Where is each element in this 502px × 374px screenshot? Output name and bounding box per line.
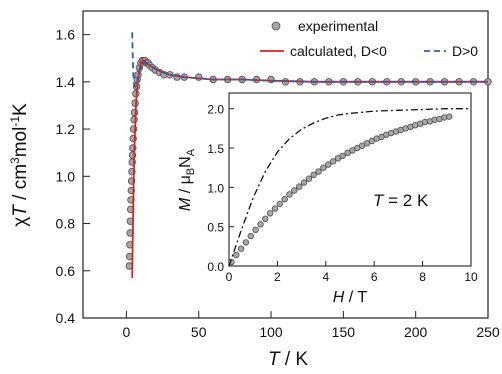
inset-x-tick-label: 6 <box>371 270 378 284</box>
inset-data-point <box>286 191 293 198</box>
main-y-axis-title: χT / cm3mol-1K <box>8 103 31 227</box>
inset-data-point <box>329 158 337 165</box>
legend-calculated-label: calculated, D<0 <box>290 43 387 59</box>
main-y-tick-label: 0.8 <box>56 216 76 232</box>
main-x-tick-label: 250 <box>476 324 500 340</box>
main-x-axis-title: T / K <box>268 349 308 370</box>
main-x-tick-label: 150 <box>332 324 356 340</box>
inset-data-point <box>237 245 245 252</box>
inset-x-axis-title: H / T <box>333 289 368 306</box>
inset-data-point <box>247 232 254 240</box>
inset-y-tick-label: 2.0 <box>207 103 224 117</box>
inset-x-tick-label: 10 <box>464 270 478 284</box>
inset-data-point <box>296 183 303 190</box>
legend-experimental-marker <box>271 21 281 31</box>
main-plot-frame <box>82 10 489 319</box>
main-series-line <box>131 32 488 89</box>
inset-x-tick-label: 8 <box>419 270 426 284</box>
inset-y-tick-label: 0.0 <box>207 260 224 274</box>
main-x-tick-label: 200 <box>404 324 428 340</box>
inset-data-point <box>233 251 240 259</box>
inset-data-point <box>310 171 317 178</box>
main-y-tick-label: 0.6 <box>56 263 76 279</box>
inset-data-point <box>281 195 288 203</box>
main-y-tick-label: 1.6 <box>56 27 76 43</box>
main-y-tick-label: 1.4 <box>56 74 76 90</box>
inset-data-point <box>339 152 346 160</box>
legend: experimental calculated, D<0 D>0 <box>260 18 478 59</box>
inset-y-tick-label: 0.5 <box>207 221 224 235</box>
main-data-point <box>267 75 275 84</box>
main-data-point <box>130 108 139 117</box>
inset-data-point <box>315 168 322 175</box>
legend-d-positive-label: D>0 <box>452 43 478 59</box>
main-data-point <box>131 99 139 107</box>
inset-data-point <box>325 161 332 168</box>
inset-y-tick-label: 1.5 <box>207 142 224 156</box>
inset-annotation: T = 2 K <box>373 191 429 210</box>
inset-y-axis-title: M / μBNA <box>177 148 197 211</box>
main-x-tick-label: 50 <box>191 324 207 340</box>
main-y-tick-label: 1.2 <box>56 121 76 137</box>
main-x-tick-label: 0 <box>122 324 130 340</box>
legend-experimental-label: experimental <box>298 18 378 34</box>
inset-x-tick-label: 0 <box>226 270 233 284</box>
inset-x-tick-label: 4 <box>322 270 329 284</box>
inset-data-point <box>320 164 327 171</box>
main-y-tick-label: 1.0 <box>56 168 76 184</box>
inset-data-point <box>271 205 279 212</box>
inset-data-point <box>262 215 269 222</box>
inset-data-point <box>257 221 264 228</box>
inset-chart: 0 2 4 6 8 10 0.0 0.5 1.0 1.5 2.0 H / T M / μBNA T … <box>177 92 478 306</box>
inset-data-point <box>276 200 283 208</box>
main-data-point <box>194 73 203 81</box>
inset-y-tick-label: 1.0 <box>207 181 224 195</box>
inset-data-point <box>446 113 453 120</box>
inset-x-tick-label: 2 <box>274 270 281 284</box>
inset-data-point <box>266 210 274 217</box>
inset-data-point <box>305 175 313 182</box>
inset-data-point <box>242 239 250 246</box>
inset-data-point <box>300 179 308 186</box>
main-x-tick-label: 100 <box>259 324 283 340</box>
main-y-tick-label: 0.4 <box>56 310 76 326</box>
inset-data-point <box>291 187 298 194</box>
inset-series-line <box>228 108 471 267</box>
inset-data-point <box>252 226 259 233</box>
